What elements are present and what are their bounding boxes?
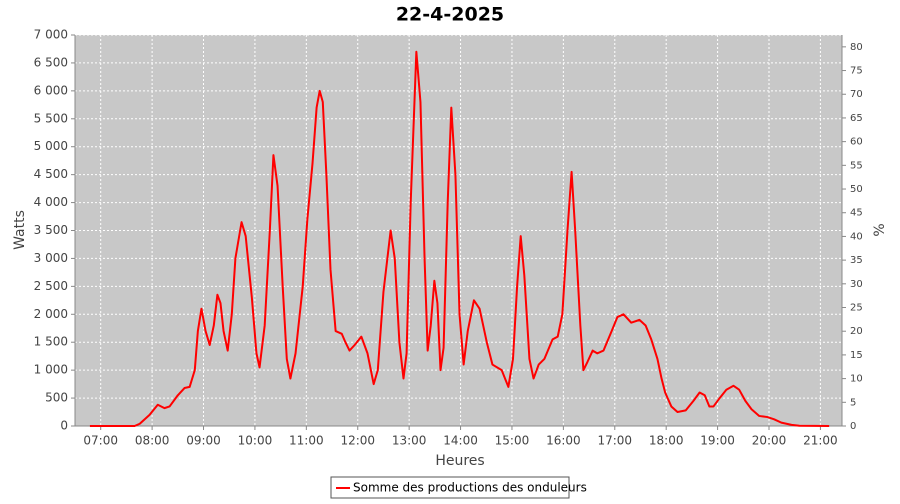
y-tick-label: 7 000: [34, 28, 68, 42]
x-tick-label: 21:00: [803, 434, 838, 448]
x-axis-title: Heures: [435, 453, 484, 469]
y2-tick-label: 55: [850, 160, 863, 171]
legend-label: Somme des productions des onduleurs: [353, 481, 587, 495]
x-tick-label: 09:00: [186, 434, 221, 448]
x-tick-label: 11:00: [289, 434, 324, 448]
y2-tick-label: 80: [850, 42, 863, 53]
y2-tick-label: 60: [850, 137, 863, 148]
y2-tick-label: 30: [850, 279, 863, 290]
x-tick-label: 14:00: [443, 434, 478, 448]
y-tick-label: 2 000: [34, 307, 68, 321]
y2-tick-label: 10: [850, 374, 863, 385]
legend: Somme des productions des onduleurs: [330, 476, 587, 499]
x-tick-label: 13:00: [392, 434, 427, 448]
x-tick-label: 10:00: [238, 434, 273, 448]
y-tick-label: 4 500: [34, 167, 68, 181]
x-tick-label: 20:00: [752, 434, 787, 448]
y2-tick-label: 45: [850, 208, 863, 219]
y2-tick-label: 0: [850, 421, 856, 432]
y2-tick-label: 70: [850, 89, 863, 100]
x-tick-label: 12:00: [340, 434, 375, 448]
x-tick-label: 15:00: [495, 434, 530, 448]
y-axis-title: Watts: [12, 210, 28, 250]
y-tick-label: 5 000: [34, 139, 68, 153]
y2-tick-label: 50: [850, 184, 863, 195]
y2-tick-label: 65: [850, 113, 863, 124]
plot-area: [75, 35, 842, 426]
y-tick-label: 3 000: [34, 251, 68, 265]
y-tick-label: 5 500: [34, 111, 68, 125]
x-tick-label: 18:00: [649, 434, 684, 448]
y-tick-label: 1 000: [34, 363, 68, 377]
y-tick-label: 3 500: [34, 223, 68, 237]
y-tick-label: 500: [45, 391, 68, 405]
y-tick-label: 1 500: [34, 335, 68, 349]
x-tick-label: 17:00: [597, 434, 632, 448]
y2-tick-label: 20: [850, 326, 863, 337]
y-tick-label: 6 500: [34, 55, 68, 69]
y2-axis-title: %: [872, 223, 888, 236]
y2-tick-label: 5: [850, 397, 856, 408]
x-tick-label: 08:00: [135, 434, 170, 448]
y2-tick-label: 35: [850, 255, 863, 266]
y-tick-label: 6 000: [34, 83, 68, 97]
y-tick-label: 0: [60, 419, 68, 433]
y-tick-label: 4 000: [34, 195, 68, 209]
y2-tick-label: 25: [850, 303, 863, 314]
x-tick-label: 07:00: [83, 434, 118, 448]
y2-tick-label: 40: [850, 231, 863, 242]
x-tick-label: 19:00: [700, 434, 735, 448]
series-line: [89, 50, 830, 427]
y2-tick-label: 15: [850, 350, 863, 361]
y-tick-label: 2 500: [34, 279, 68, 293]
chart-title: 22-4-2025: [396, 4, 504, 26]
x-tick-label: 16:00: [546, 434, 581, 448]
legend-box: [330, 476, 570, 499]
y2-tick-label: 75: [850, 66, 863, 77]
